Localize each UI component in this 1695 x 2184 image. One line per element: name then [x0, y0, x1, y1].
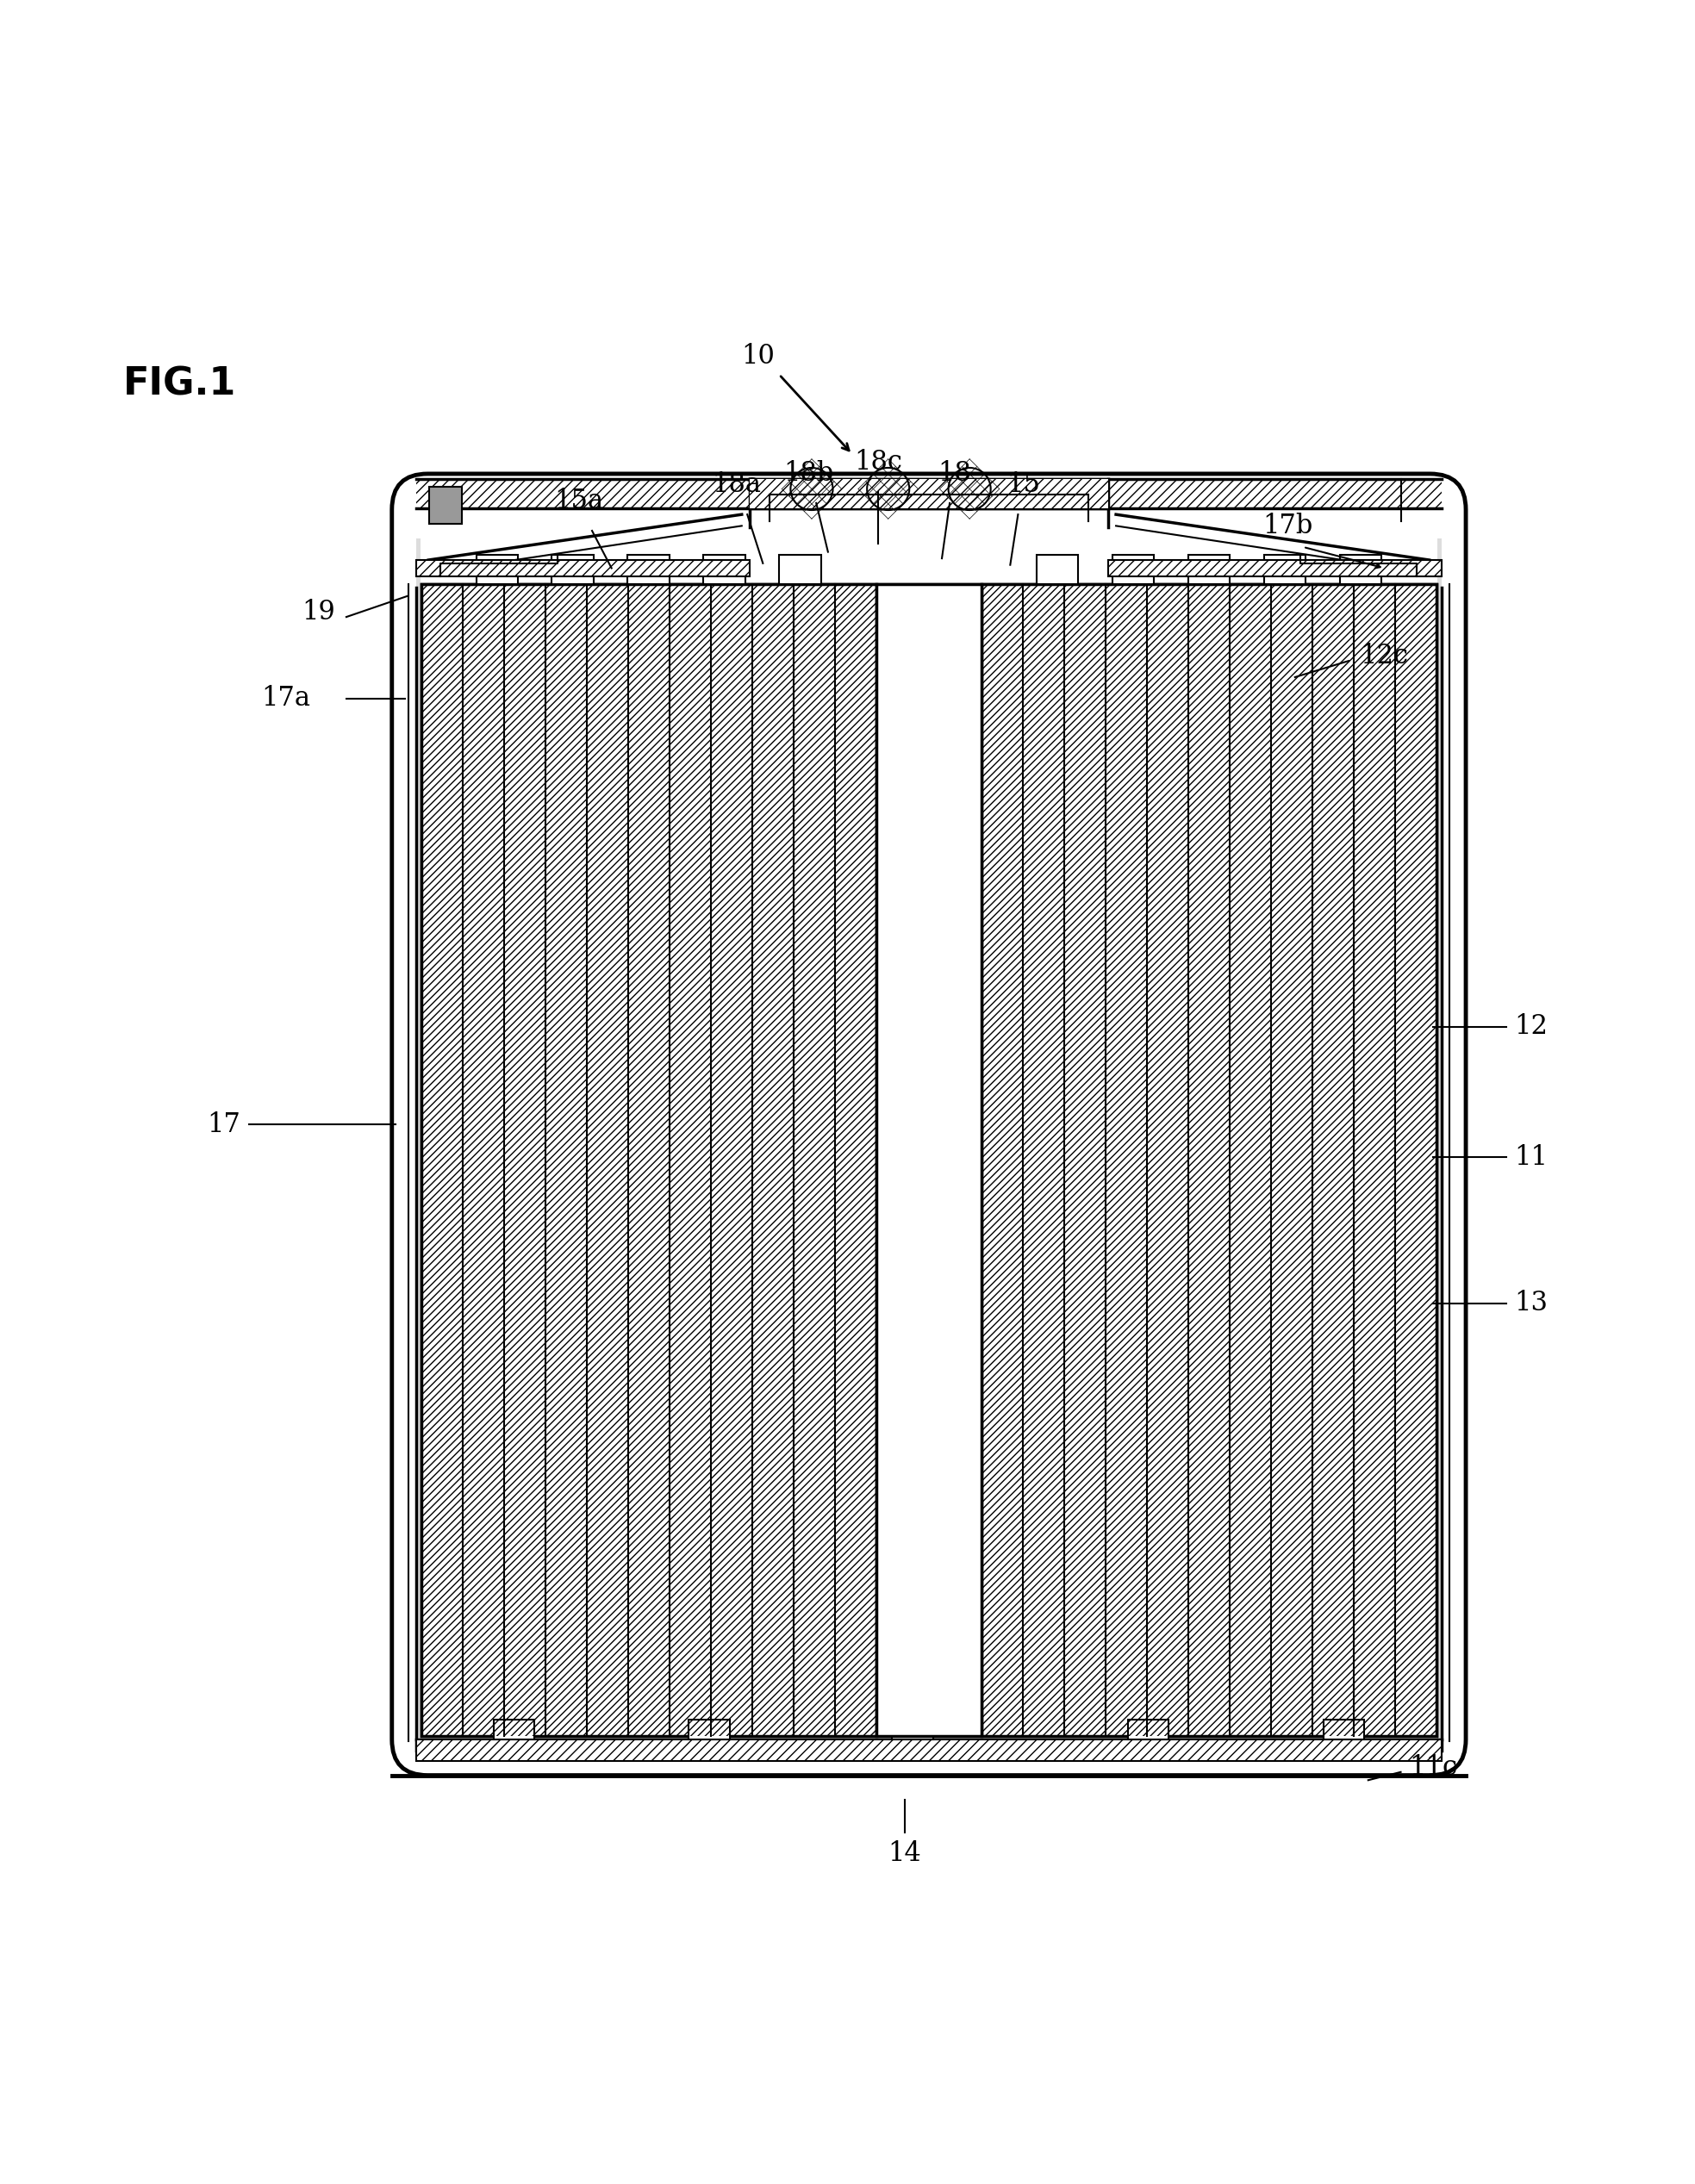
Bar: [981, 585, 1437, 1736]
Text: 15: 15: [1007, 472, 1041, 498]
Bar: [688, 1721, 729, 1738]
Bar: [876, 585, 981, 1736]
Text: 17a: 17a: [261, 686, 310, 712]
Bar: [417, 1738, 1441, 1760]
Text: 10: 10: [741, 343, 775, 369]
Bar: [1112, 555, 1154, 585]
Bar: [553, 555, 593, 585]
Bar: [417, 559, 749, 577]
Bar: [981, 585, 1437, 1736]
Text: 13: 13: [1515, 1291, 1548, 1317]
Bar: [1324, 1721, 1364, 1738]
Text: 18a: 18a: [712, 472, 761, 498]
Text: 11: 11: [1515, 1144, 1548, 1171]
Bar: [1264, 555, 1305, 585]
Text: 15a: 15a: [554, 487, 603, 515]
Bar: [1037, 555, 1078, 585]
Bar: [703, 555, 746, 585]
Bar: [1188, 555, 1231, 585]
Text: 17: 17: [207, 1112, 241, 1138]
Text: 19: 19: [302, 598, 336, 625]
Bar: [1437, 539, 1441, 1752]
Bar: [476, 555, 517, 585]
Bar: [892, 1721, 932, 1738]
Bar: [627, 555, 670, 585]
Bar: [1129, 1721, 1170, 1738]
FancyBboxPatch shape: [392, 474, 1466, 1776]
Text: 12c: 12c: [1359, 642, 1409, 668]
Polygon shape: [429, 487, 461, 524]
Text: 17b: 17b: [1263, 513, 1312, 539]
Bar: [417, 478, 1441, 509]
Bar: [493, 1721, 534, 1738]
Text: 18c: 18c: [854, 448, 902, 476]
Text: FIG.1: FIG.1: [124, 365, 237, 402]
Bar: [417, 539, 420, 1752]
Bar: [1109, 559, 1441, 577]
Text: 14: 14: [888, 1841, 920, 1867]
Bar: [1341, 555, 1381, 585]
Text: 12: 12: [1515, 1013, 1548, 1040]
Text: 18: 18: [937, 461, 971, 487]
Bar: [1109, 559, 1441, 577]
Text: 18b: 18b: [783, 461, 834, 487]
Text: 11c: 11c: [1409, 1754, 1458, 1780]
Bar: [420, 585, 1437, 1736]
Bar: [780, 555, 820, 585]
Bar: [417, 559, 749, 577]
Bar: [749, 478, 1109, 509]
Bar: [420, 585, 876, 1736]
Bar: [420, 585, 876, 1736]
